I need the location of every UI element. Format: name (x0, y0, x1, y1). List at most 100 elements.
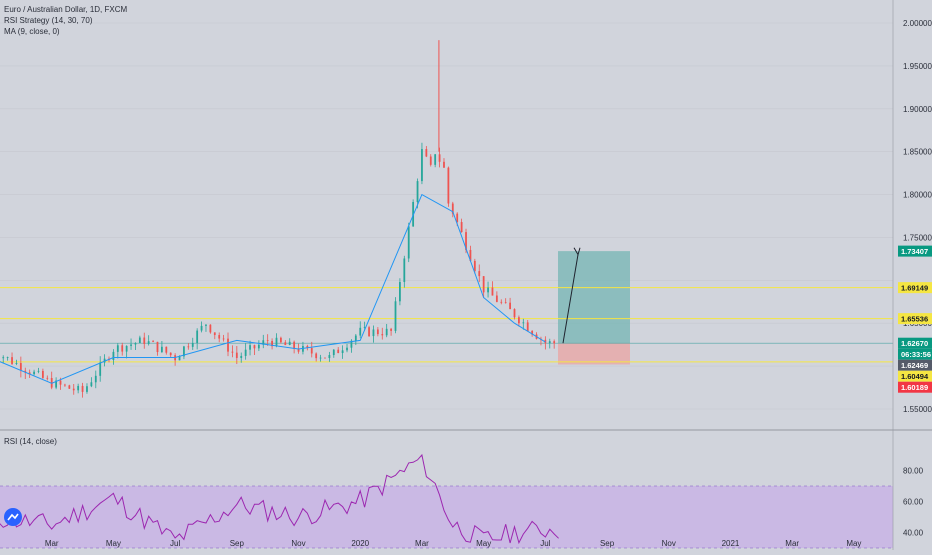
candle-body (86, 386, 88, 392)
candle-body (293, 341, 296, 349)
rsi-legend[interactable]: RSI (14, close) (4, 436, 57, 447)
price-badge[interactable] (898, 359, 932, 371)
rsi-line[interactable] (0, 453, 559, 545)
candle-body (337, 349, 340, 354)
candle-body (315, 353, 318, 359)
candle-body (11, 357, 13, 364)
candle-body (99, 362, 102, 376)
price-badge[interactable] (898, 337, 932, 349)
candle-body (310, 348, 313, 354)
candle-body (284, 342, 287, 345)
candle-body (28, 372, 31, 375)
price-tick-label: 2.00000 (903, 19, 932, 28)
candle-body (213, 332, 216, 336)
candle-body (227, 338, 229, 352)
candle-body (297, 348, 300, 352)
candle-body (487, 287, 489, 293)
tradingview-logo-icon[interactable] (4, 508, 22, 526)
candle-body (482, 276, 485, 293)
candle-body (41, 370, 44, 378)
legend-indicator-ma[interactable]: MA (9, close, 0) (4, 27, 60, 36)
candle-body (205, 324, 207, 326)
candle-body (134, 343, 137, 345)
candle-body (244, 349, 247, 356)
candle-body (209, 324, 212, 333)
price-badge[interactable] (898, 282, 932, 294)
candle-body (394, 301, 397, 331)
candle-body (257, 344, 260, 349)
candle-body (407, 226, 410, 259)
candle-body (200, 325, 203, 331)
price-tick-label: 1.85000 (903, 148, 932, 157)
candle-body (438, 154, 441, 162)
stop-zone[interactable] (558, 343, 630, 365)
price-badge[interactable] (898, 245, 932, 257)
candle-body (513, 309, 516, 318)
rsi-tick-label: 60.00 (903, 498, 924, 507)
candle-body (416, 181, 419, 202)
price-tick-label: 1.55000 (903, 405, 932, 414)
price-badge-label: 1.62670 (901, 339, 928, 348)
candle-body (253, 345, 256, 349)
candle-body (319, 357, 322, 359)
candle-body (328, 355, 331, 359)
price-badge-label: 1.60189 (901, 383, 928, 392)
candle-body (469, 249, 472, 261)
time-tick-label: Jul (540, 539, 550, 548)
candle-body (33, 371, 35, 375)
projection-arrow[interactable] (562, 254, 579, 344)
candle-body (359, 327, 362, 336)
time-tick-label: Mar (415, 539, 429, 548)
candle-body (121, 345, 124, 352)
rsi-tick-label: 80.00 (903, 467, 924, 476)
arrow-head-icon (573, 247, 581, 256)
price-badge[interactable] (898, 381, 932, 393)
candle-body (59, 380, 62, 385)
time-tick-label: Nov (662, 539, 676, 548)
candle-body (187, 346, 190, 348)
candle-body (156, 341, 159, 353)
price-badge-label: 1.73407 (901, 247, 928, 256)
candle-body (553, 341, 556, 344)
price-badge-label: 1.69149 (901, 284, 928, 293)
candle-body (240, 355, 243, 358)
candle-body (266, 340, 269, 342)
time-tick-label: Mar (785, 539, 799, 548)
candle-body (429, 156, 432, 165)
ma-line[interactable] (0, 193, 546, 384)
candle-body (143, 337, 146, 344)
candle-body (178, 356, 181, 361)
target-zone[interactable] (558, 251, 630, 344)
candle-body (548, 341, 551, 344)
price-badge[interactable] (898, 370, 932, 382)
candle-body (473, 260, 476, 272)
candle-body (522, 322, 525, 324)
time-tick-label: 2021 (722, 539, 740, 548)
candle-body (191, 342, 194, 347)
legend-indicator-rsi-strategy[interactable]: RSI Strategy (14, 30, 70) (4, 16, 93, 25)
candle-body (443, 161, 445, 168)
candle-body (363, 327, 366, 329)
price-badge-label: 1.62469 (901, 361, 928, 370)
candle-body (421, 149, 423, 182)
legend-symbol[interactable]: Euro / Australian Dollar, 1D, FXCM (4, 5, 128, 14)
legend: Euro / Australian Dollar, 1D, FXCM RSI S… (4, 4, 127, 37)
price-tick-label: 1.90000 (903, 105, 932, 114)
candle-body (222, 338, 225, 340)
time-tick-label: 2020 (351, 539, 369, 548)
candle-body (478, 271, 481, 277)
candle-body (390, 328, 392, 331)
price-badge[interactable] (898, 313, 932, 325)
time-tick-label: Jul (170, 539, 180, 548)
candle-body (196, 330, 199, 343)
candle-body (531, 331, 534, 335)
candle-body (183, 346, 185, 357)
candle-body (341, 350, 344, 354)
candle-body (116, 345, 119, 352)
time-tick-label: Sep (600, 539, 615, 548)
price-tick-label: 1.80000 (903, 191, 932, 200)
candle-body (138, 337, 141, 344)
rsi-legend-label[interactable]: RSI (14, close) (4, 437, 57, 446)
price-badge[interactable] (898, 348, 932, 360)
